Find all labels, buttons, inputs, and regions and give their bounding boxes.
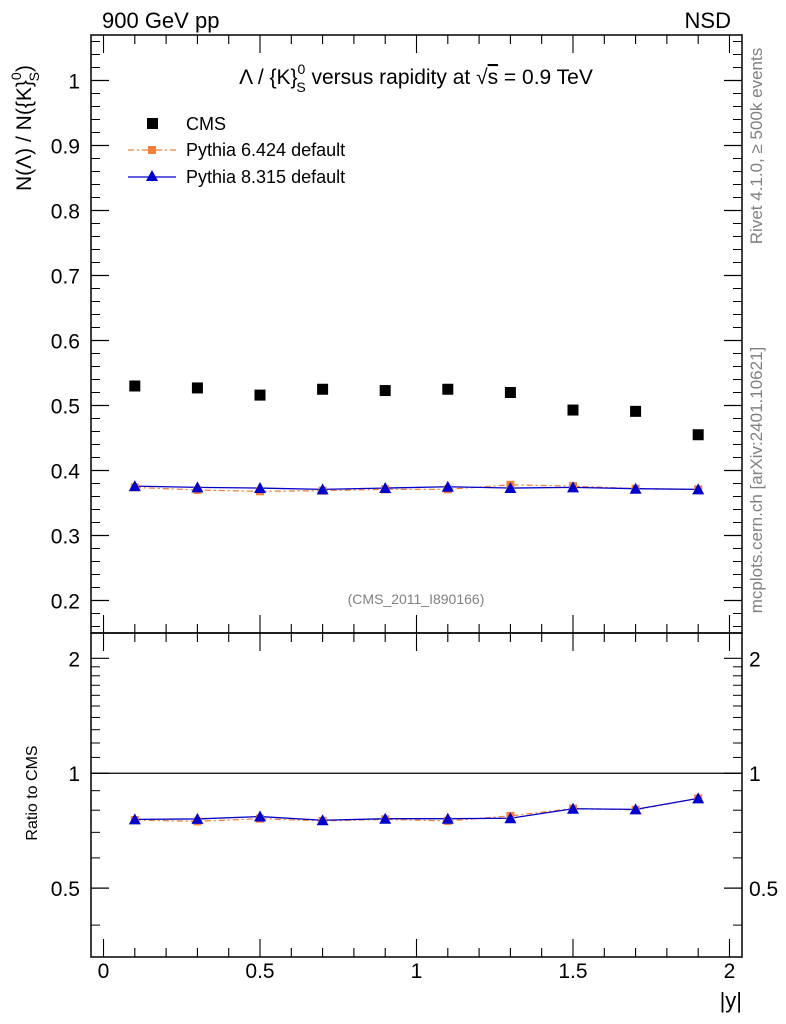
x-tick-label: 2 [724, 960, 736, 983]
main-y-tick-label: 1 [68, 71, 80, 94]
pythia8-point [128, 480, 141, 492]
pythia8-point [629, 482, 642, 494]
main-y-tick-label: 0.8 [51, 201, 80, 224]
legend-pythia6-marker [148, 146, 156, 154]
legend-pythia6-label: Pythia 6.424 default [186, 140, 345, 160]
main-y-tick-label: 0.6 [51, 331, 80, 354]
main-y-tick-label: 0.9 [51, 136, 80, 159]
legend-entry-pythia8: Pythia 8.315 default [128, 167, 345, 187]
ratio-pythia8-point [191, 812, 204, 824]
ratio-pythia8-line [134, 797, 699, 821]
ratio-y-tick-label: 0.5 [51, 878, 80, 901]
cms-data-point [254, 389, 266, 401]
legend-entry-pythia6: Pythia 6.424 default [128, 140, 345, 160]
main-y-tick-label: 0.3 [51, 526, 80, 549]
main-y-tick-label: 0.2 [51, 591, 80, 614]
cms-data-point [191, 382, 203, 394]
pythia8-point [504, 482, 517, 494]
ratio-pythia8-point [441, 812, 454, 824]
cms-data-point [567, 404, 579, 416]
ratio-y-axis-label: Ratio to CMS [24, 745, 41, 840]
cms-data-point [379, 385, 391, 397]
main-y-tick-label: 0.4 [51, 461, 81, 484]
cms-data-point [692, 429, 704, 441]
x-axis-label: |y| [720, 988, 742, 1013]
ratio-pythia8-point [316, 814, 329, 826]
x-tick-label: 1.5 [558, 960, 587, 983]
legend-cms-marker [147, 118, 158, 129]
ratio-pythia8-point [379, 812, 392, 824]
legend-entry-cms: CMS [147, 114, 226, 134]
pythia8-point [566, 481, 579, 493]
x-tick-label: 0 [98, 960, 110, 983]
ratio-pythia8-point [504, 812, 517, 824]
ratio-y-tick-label-right: 1 [749, 763, 761, 786]
pythia8-point [692, 483, 705, 495]
ratio-y-tick-label-right: 2 [749, 648, 761, 671]
ratio-plot-panel: 0.5 0.5 1 1 2 2 0 0.5 1 1.5 2 Ratio to CMS [24, 632, 778, 983]
ratio-pythia8-point [128, 813, 141, 825]
ratio-pythia8-point [566, 802, 579, 814]
x-tick-label: 0.5 [245, 960, 274, 983]
pythia8-point [379, 482, 392, 494]
main-plot-panel: 0.2 0.3 0.4 0.5 0.6 0.7 0.8 0.9 1 Λ / {K}0 S vers… [8, 34, 743, 634]
cms-data-point [129, 380, 141, 392]
pythia8-point [441, 480, 454, 492]
ratio-plot-frame [90, 632, 743, 958]
legend-cms-label: CMS [186, 114, 226, 134]
ratio-pythia8-point [692, 792, 705, 804]
cms-data-point [442, 383, 454, 395]
ratio-y-tick-label: 2 [68, 648, 80, 671]
analysis-id-watermark: (CMS_2011_I890166) [348, 591, 485, 607]
rivet-version-label: Rivet 4.1.0, ≥ 500k events [747, 48, 766, 244]
ratio-y-tick-label-right: 0.5 [749, 878, 778, 901]
pythia8-series-line [134, 485, 699, 491]
ratio-data-series [128, 792, 705, 826]
ratio-x-ticks: 0 0.5 1 1.5 2 [98, 633, 736, 983]
main-data-series [128, 380, 705, 496]
ratio-pythia8-point [254, 810, 267, 822]
pythia6-series-line [134, 484, 699, 492]
ratio-y-tick-label: 1 [68, 763, 80, 786]
x-tick-label: 1 [411, 960, 423, 983]
header-left: 900 GeV pp [102, 8, 219, 33]
header-right: NSD [685, 8, 731, 33]
cms-data-point [317, 383, 329, 395]
ratio-y-ticks: 0.5 0.5 1 1 2 2 [51, 648, 778, 926]
legend-pythia8-marker [146, 170, 158, 181]
legend: CMS Pythia 6.424 default Pythia 8.315 de… [128, 114, 345, 187]
mcplots-reference-label: mcplots.cern.ch [arXiv:2401.10621] [747, 347, 766, 613]
cms-data-point [630, 405, 642, 417]
pythia8-point [191, 481, 204, 493]
pythia8-point [254, 482, 267, 494]
cms-data-point [504, 387, 516, 398]
ratio-pythia6-line [134, 797, 699, 823]
main-y-ticks: 0.2 0.3 0.4 0.5 0.6 0.7 0.8 0.9 1 [51, 41, 742, 627]
main-x-ticks [102, 35, 731, 633]
ratio-pythia8-point [629, 803, 642, 815]
main-y-tick-label: 0.7 [51, 266, 80, 289]
pythia8-point [316, 483, 329, 495]
legend-pythia8-label: Pythia 8.315 default [186, 167, 345, 187]
main-y-tick-label: 0.5 [51, 396, 80, 419]
plot-title: Λ / {K}0 S versus rapidity at √s = 0.9 Te… [239, 61, 593, 95]
main-y-axis-label: N(Λ) / N({K}0 S) [8, 65, 42, 191]
